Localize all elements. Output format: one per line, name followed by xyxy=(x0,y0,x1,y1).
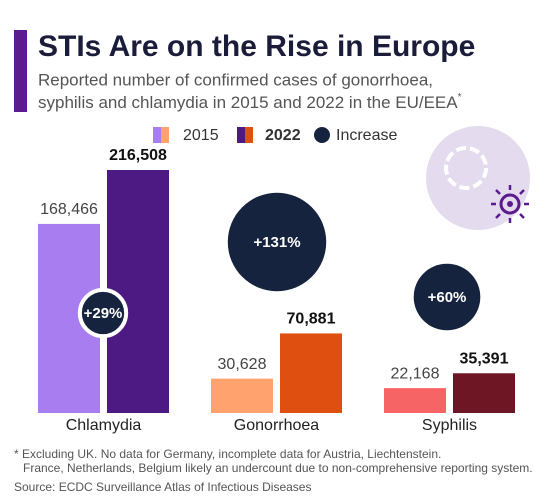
category-label: Syphilis xyxy=(422,417,477,434)
legend-swatch xyxy=(245,127,253,143)
legend-label: 2015 xyxy=(183,127,219,144)
legend-swatch xyxy=(161,127,169,143)
legend-swatch xyxy=(314,127,330,143)
source: Source: ECDC Surveillance Atlas of Infec… xyxy=(14,480,311,494)
bar xyxy=(211,378,273,413)
legend-label: 2022 xyxy=(265,127,301,144)
increase-label: +29% xyxy=(84,305,123,322)
bar xyxy=(453,373,515,413)
value-label: 35,391 xyxy=(460,350,509,367)
subtitle-mark: * xyxy=(458,92,462,103)
increase-label: +60% xyxy=(428,289,467,306)
footnote: * Excluding UK. No data for Germany, inc… xyxy=(14,447,441,461)
value-label: 70,881 xyxy=(287,311,336,328)
bar xyxy=(384,388,446,413)
category-label: Chlamydia xyxy=(66,417,142,434)
increase-bubble xyxy=(77,287,129,339)
value-label: 22,168 xyxy=(391,365,440,382)
bar xyxy=(280,333,342,413)
subtitle: syphilis and chlamydia in 2015 and 2022 … xyxy=(38,92,462,113)
legend-swatch xyxy=(237,127,245,143)
bar xyxy=(107,170,169,413)
category-label: Gonorrhoea xyxy=(234,417,319,434)
title-accent xyxy=(14,30,27,112)
increase-bubble xyxy=(227,192,327,292)
chart-title: STIs Are on the Rise in Europe xyxy=(38,30,475,63)
legend-label: Increase xyxy=(336,127,397,144)
value-label: 30,628 xyxy=(218,356,267,373)
increase-bubble xyxy=(413,263,481,331)
virus-icon xyxy=(426,126,530,230)
value-label: 216,508 xyxy=(109,147,167,164)
subtitle: Reported number of confirmed cases of go… xyxy=(38,70,433,89)
value-label: 168,466 xyxy=(40,201,98,218)
footnote: France, Netherlands, Belgium likely an u… xyxy=(23,461,533,475)
increase-label: +131% xyxy=(253,234,300,251)
legend-swatch xyxy=(153,127,161,143)
subtitle-line: syphilis and chlamydia in 2015 and 2022 … xyxy=(38,93,458,112)
